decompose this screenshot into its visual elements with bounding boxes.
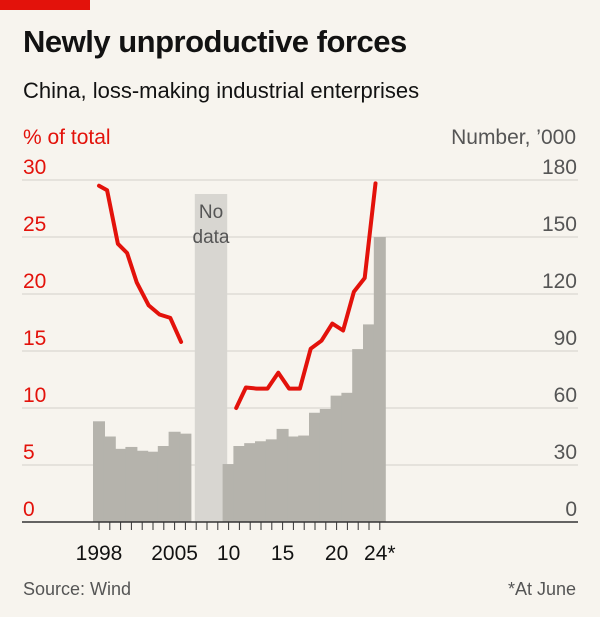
left-axis-label: % of total [23, 126, 111, 149]
right-tick-label: 30 [554, 441, 577, 464]
chart-subtitle: China, loss-making industrial enterprise… [23, 78, 420, 103]
x-tick-label: 20 [325, 542, 348, 565]
left-tick-label: 10 [23, 384, 46, 407]
bar [168, 431, 181, 522]
bar [330, 395, 343, 522]
line-series [97, 181, 378, 410]
bar [233, 446, 246, 522]
bar [147, 451, 159, 522]
source-note: Source: Wind [23, 579, 132, 599]
left-tick-label: 25 [23, 213, 46, 236]
no-data-label: data [193, 227, 230, 248]
right-tick-label: 120 [542, 270, 577, 293]
left-tick-label: 5 [23, 441, 35, 464]
brand-tag [0, 0, 90, 10]
left-tick-label: 0 [23, 498, 35, 521]
tick-labels: 0 0 5 30 10 60 15 90 20 120 25 150 30 180 1998 2005 10 15… [23, 156, 577, 565]
bar [352, 349, 365, 522]
bar [341, 392, 354, 522]
x-tick-label: 1998 [76, 542, 123, 565]
bar [265, 439, 278, 522]
right-axis-label: Number, ’000 [451, 126, 576, 149]
bar [363, 324, 375, 522]
x-tick-label: 10 [217, 542, 240, 565]
x-axis [22, 521, 578, 530]
bar [157, 446, 170, 522]
right-tick-label: 0 [565, 498, 577, 521]
no-data-area [194, 194, 228, 522]
bar [373, 237, 386, 522]
bar [179, 433, 192, 522]
right-tick-label: 90 [554, 327, 577, 350]
bar [298, 435, 311, 522]
bar [255, 441, 267, 522]
bar [114, 448, 127, 522]
x-tick-label: 2005 [151, 542, 198, 565]
right-tick-label: 180 [542, 156, 577, 179]
bar [309, 412, 321, 522]
x-tick-label: 24* [364, 542, 396, 565]
line-segment [234, 181, 378, 410]
gridlines [22, 179, 578, 466]
x-tick-label: 15 [271, 542, 294, 565]
bar [276, 428, 289, 522]
bar-series [93, 237, 386, 522]
left-tick-label: 20 [23, 270, 46, 293]
chart-title: Newly unproductive forces [23, 24, 407, 59]
bar [244, 443, 257, 522]
right-tick-label: 60 [554, 384, 577, 407]
bar [93, 421, 105, 522]
left-tick-label: 30 [23, 156, 46, 179]
bar [125, 446, 138, 522]
no-data-band: No data [193, 194, 230, 522]
bar [222, 464, 235, 522]
no-data-label: No [199, 202, 223, 223]
left-tick-label: 15 [23, 327, 46, 350]
bar [287, 436, 300, 522]
bar [319, 408, 332, 522]
line-segment [97, 183, 184, 344]
footnote: *At June [507, 579, 576, 599]
right-tick-label: 150 [542, 213, 577, 236]
bar [103, 436, 116, 522]
bar [136, 450, 149, 522]
